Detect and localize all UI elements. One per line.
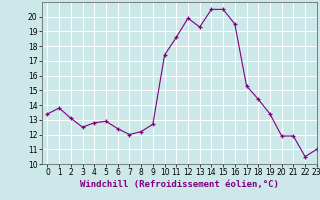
X-axis label: Windchill (Refroidissement éolien,°C): Windchill (Refroidissement éolien,°C) [80, 180, 279, 189]
